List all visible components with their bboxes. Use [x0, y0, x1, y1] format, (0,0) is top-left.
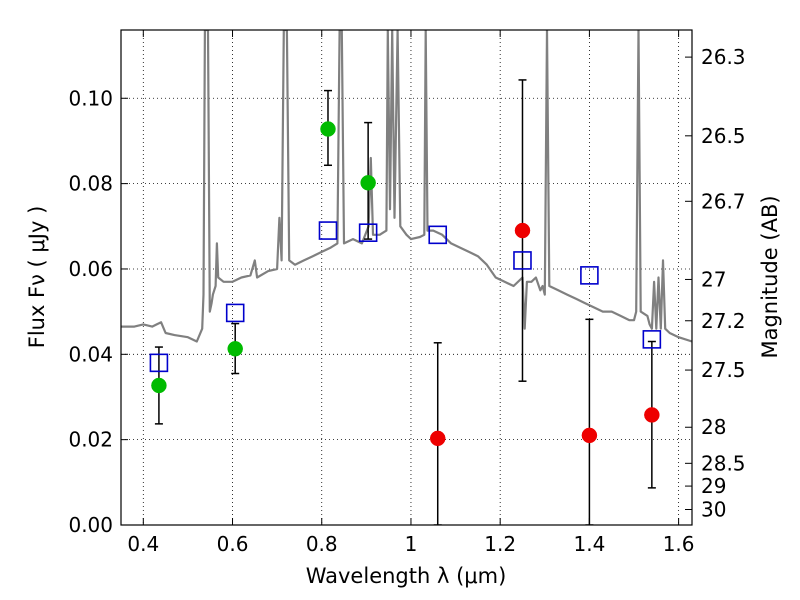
model-square-point — [318, 221, 338, 240]
right-tick-label: 29 — [701, 474, 726, 498]
model-square-point — [149, 353, 169, 373]
ticks: 0.4 0.6 0.8 1 1.2 1.4 1.6 0.00 0.02 0.04 0.06 0.08 0… — [68, 30, 746, 556]
right-tick-label: 28.5 — [701, 451, 746, 475]
right-tick-label: 26.3 — [701, 45, 746, 69]
right-tick-label: 30 — [701, 498, 726, 522]
x-tick-label: 0.4 — [127, 532, 159, 556]
x-tick-label: 1.4 — [573, 532, 605, 556]
right-tick-label: 27.5 — [701, 358, 746, 382]
x-tick-label: 1 — [405, 532, 418, 556]
y-tick-label: 0.02 — [68, 428, 113, 452]
right-tick-label: 27.2 — [701, 309, 746, 333]
x-axis-label: Wavelength λ (μm) — [306, 564, 507, 588]
model-square-point — [580, 266, 599, 285]
right-tick-label: 28 — [701, 415, 726, 439]
y-tick-label: 0.08 — [68, 172, 113, 196]
spectrum-line — [121, 30, 692, 343]
x-tick-label: 1.2 — [484, 532, 516, 556]
x-tick-label: 0.8 — [306, 532, 338, 556]
right-tick-label: 27 — [701, 267, 726, 291]
grid — [121, 30, 692, 526]
x-tick-label: 1.6 — [663, 532, 695, 556]
observed-point — [429, 430, 446, 447]
y-tick-label: 0.04 — [68, 342, 113, 366]
model-square-point — [225, 303, 245, 323]
model-square-point — [358, 223, 378, 242]
y-axis-label: Flux Fν ( μJy ) — [25, 206, 49, 349]
plot-frame — [120, 29, 693, 526]
observed-point — [151, 377, 167, 394]
observed-point — [644, 407, 660, 423]
right-tick-label: 26.5 — [701, 124, 746, 148]
model-square-point — [513, 251, 532, 270]
model-square-point — [642, 330, 662, 349]
y-tick-label: 0.10 — [68, 86, 113, 110]
observed-point — [514, 222, 531, 239]
observed-point — [227, 341, 243, 357]
y-axis-right-label: Magnitude (AB) — [758, 195, 782, 358]
observed-point — [360, 175, 376, 191]
right-tick-label: 26.7 — [701, 189, 746, 213]
y-tick-label: 0.00 — [68, 513, 113, 537]
model-square-point — [428, 225, 448, 245]
x-tick-label: 0.6 — [217, 532, 249, 556]
observed-point — [320, 121, 336, 137]
y-tick-label: 0.06 — [68, 257, 113, 281]
plot-area — [121, 30, 692, 525]
observed-point — [581, 427, 598, 444]
